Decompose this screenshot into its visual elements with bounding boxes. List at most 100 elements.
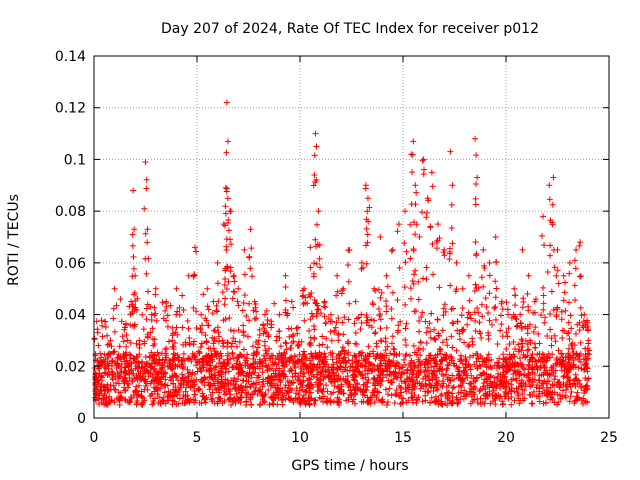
data-point [111,285,118,292]
data-point-baseline [116,355,123,362]
data-point-baseline [178,381,185,388]
data-point-baseline [101,351,108,358]
data-point-baseline [429,376,436,383]
data-point [215,298,222,305]
data-point-baseline [507,364,514,371]
data-point-baseline [534,382,541,389]
data-point [102,387,109,394]
data-point-baseline [338,381,345,388]
data-point [170,346,177,353]
data-point-baseline [568,325,575,332]
data-point-baseline [248,361,255,368]
data-point-baseline [161,381,168,388]
data-point-baseline [222,369,229,376]
data-point-baseline [111,328,118,335]
data-point [423,209,430,216]
data-point [222,210,229,217]
data-point-baseline [297,399,304,406]
data-point-baseline [305,397,312,404]
data-point-baseline [218,376,225,383]
data-point-baseline [386,385,393,392]
data-point-baseline [568,388,575,395]
data-point [205,322,212,329]
data-point [566,259,573,266]
data-point-baseline [491,379,498,386]
data-point [389,289,396,296]
data-point-baseline [543,357,550,364]
data-point-baseline [261,355,268,362]
data-point-baseline [368,324,375,331]
data-point [197,325,204,332]
data-point-baseline [267,383,274,390]
data-point [419,157,426,164]
data-point [407,255,414,262]
data-point-baseline [479,399,486,406]
data-point [115,372,122,379]
data-point-baseline [574,355,581,362]
data-point-baseline [432,359,439,366]
data-point-baseline [513,316,520,323]
data-point-baseline [467,366,474,373]
data-point [377,316,384,323]
data-point-baseline [219,399,226,406]
data-point-baseline [437,361,444,368]
data-point-baseline [259,383,266,390]
data-point [314,306,321,313]
data-point [554,267,561,274]
data-point [239,307,246,314]
data-point-baseline [251,388,258,395]
data-point-baseline [274,401,281,408]
data-point-baseline [135,391,142,398]
data-point-baseline [477,363,484,370]
data-point-baseline [515,341,522,348]
data-point [142,159,149,166]
data-point [173,311,180,318]
data-point [503,329,510,336]
data-point-baseline [422,358,429,365]
data-point-baseline [250,351,257,358]
data-point-baseline [551,382,558,389]
data-point-baseline [488,381,495,388]
y-axis-label: ROTI / TECUs [6,194,22,286]
data-point-baseline [194,368,201,375]
data-point [263,329,270,336]
data-point [464,314,471,321]
data-point [145,288,152,295]
data-point-baseline [217,367,224,374]
data-point [236,361,243,368]
data-point-baseline [503,384,510,391]
data-point-baseline [448,353,455,360]
data-point [162,346,169,353]
data-point-baseline [572,371,579,378]
data-point-baseline [471,361,478,368]
data-point-baseline [521,387,528,394]
plot-frame [93,55,610,419]
data-point-baseline [485,357,492,364]
data-point-baseline [176,304,183,311]
data-point [123,343,130,350]
data-point-baseline [225,360,232,367]
data-point-baseline [320,398,327,405]
data-point [512,313,519,320]
data-point-baseline [104,341,111,348]
data-point-baseline [368,368,375,375]
data-point [225,216,232,223]
data-point-baseline [300,359,307,366]
data-point-baseline [170,380,177,387]
data-point-baseline [146,360,153,367]
data-point-baseline [415,356,422,363]
data-point-baseline [432,354,439,361]
data-point-baseline [311,397,318,404]
data-point-baseline [551,376,558,383]
data-point-baseline [261,399,268,406]
data-point-baseline [544,372,551,379]
data-point-baseline [169,366,176,373]
data-point [253,308,260,315]
data-point-baseline [409,368,416,375]
data-point-baseline [396,392,403,399]
data-point-baseline [492,316,499,323]
data-point [288,339,295,346]
data-point-baseline [496,355,503,362]
data-point [446,256,453,263]
data-point-baseline [406,352,413,359]
